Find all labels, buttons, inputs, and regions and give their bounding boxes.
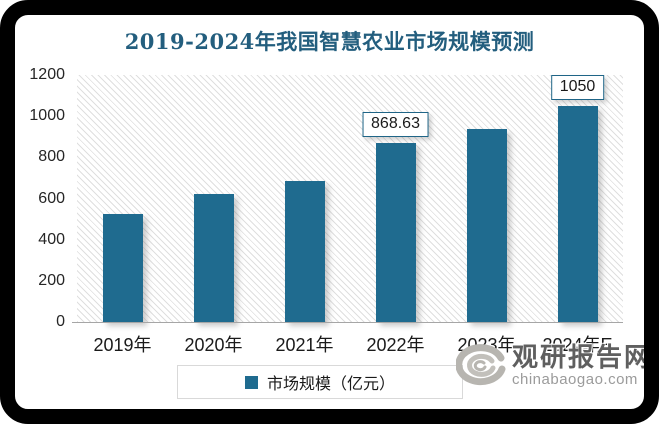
legend-marker-icon (244, 375, 258, 389)
y-axis-tick-800: 800 (38, 148, 65, 166)
y-axis-tick-0: 0 (56, 313, 65, 330)
watermark-site-url: chinabaogao.com (512, 370, 638, 388)
legend-label: 市场规模（亿元） (266, 376, 395, 393)
x-axis-label-2024年E: 2024年E (542, 335, 613, 355)
data-label-2022年: 868.63 (362, 112, 429, 138)
bar-2020年 (193, 194, 234, 322)
bar-2022年 (375, 143, 416, 322)
y-axis-tick-1000: 1000 (29, 107, 65, 125)
bar-2023年 (466, 128, 507, 322)
x-axis-labels: 2019年 2020年 2021年 2022年 2023年 2024年E (77, 331, 623, 355)
watermark-swirl-logo-icon (456, 344, 506, 386)
y-axis-tick-200: 200 (38, 271, 65, 289)
x-axis-line (72, 322, 623, 323)
watermark-site-name: 观研报告网 (512, 341, 653, 372)
y-axis-tick-1200: 1200 (29, 66, 65, 83)
x-axis-label-2022年: 2022年 (366, 335, 425, 355)
bar-2021年 (284, 181, 325, 322)
plot-area: 868.63 1050 (77, 74, 623, 322)
y-axis: 0 200 400 600 800 1000 1200 (0, 66, 65, 330)
x-axis-label-2019年: 2019年 (93, 335, 152, 355)
watermark: 观研报告网 chinabaogao.com (456, 342, 652, 388)
data-label-2024年E: 1050 (550, 74, 605, 100)
x-axis-label-2021年: 2021年 (275, 335, 334, 355)
bar-2019年 (102, 213, 143, 322)
legend: 市场规模（亿元） (177, 365, 463, 399)
watermark-text: 观研报告网 chinabaogao.com (512, 344, 652, 387)
x-axis-label-2020年: 2020年 (184, 335, 243, 355)
chart-title: 2019-2024年我国智慧农业市场规模预测 (124, 29, 535, 54)
y-axis-tick-400: 400 (38, 230, 65, 248)
y-axis-tick-600: 600 (38, 189, 65, 207)
bar-2024年E (557, 105, 598, 322)
